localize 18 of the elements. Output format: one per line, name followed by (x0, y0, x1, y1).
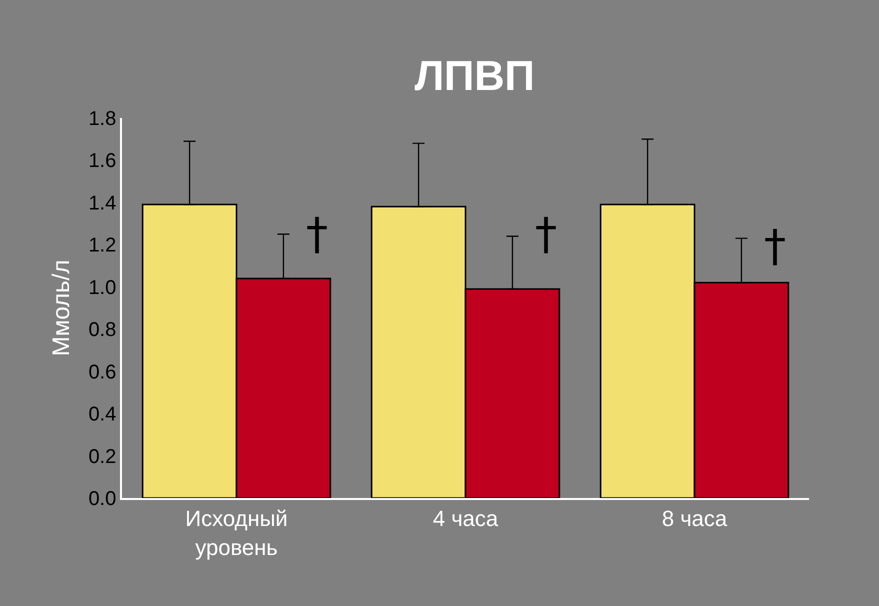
y-tick-label: 0.2 (88, 446, 116, 468)
chart-title: ЛПВП (414, 52, 535, 99)
y-tick-label: 0.4 (88, 404, 116, 426)
y-tick-label: 0.8 (88, 319, 116, 342)
x-tick-label: 4 часа (432, 506, 499, 532)
y-tick-label: 1.8 (88, 108, 116, 130)
x-tick-label: Исходный уровень (185, 506, 288, 560)
y-axis-title: Ммоль/л (48, 260, 76, 356)
y-tick-label: 0.0 (88, 488, 116, 510)
x-tick-label: 8 часа (662, 506, 728, 532)
y-tick-label: 1.0 (88, 276, 116, 299)
y-tick-label: 1.2 (88, 234, 116, 257)
annotation: † (535, 209, 557, 260)
annotation: † (306, 209, 328, 260)
annotation: † (764, 221, 786, 272)
y-tick-label: 0.6 (88, 361, 116, 384)
y-tick-label: 1.6 (88, 150, 116, 172)
y-tick-label: 1.4 (88, 192, 116, 214)
